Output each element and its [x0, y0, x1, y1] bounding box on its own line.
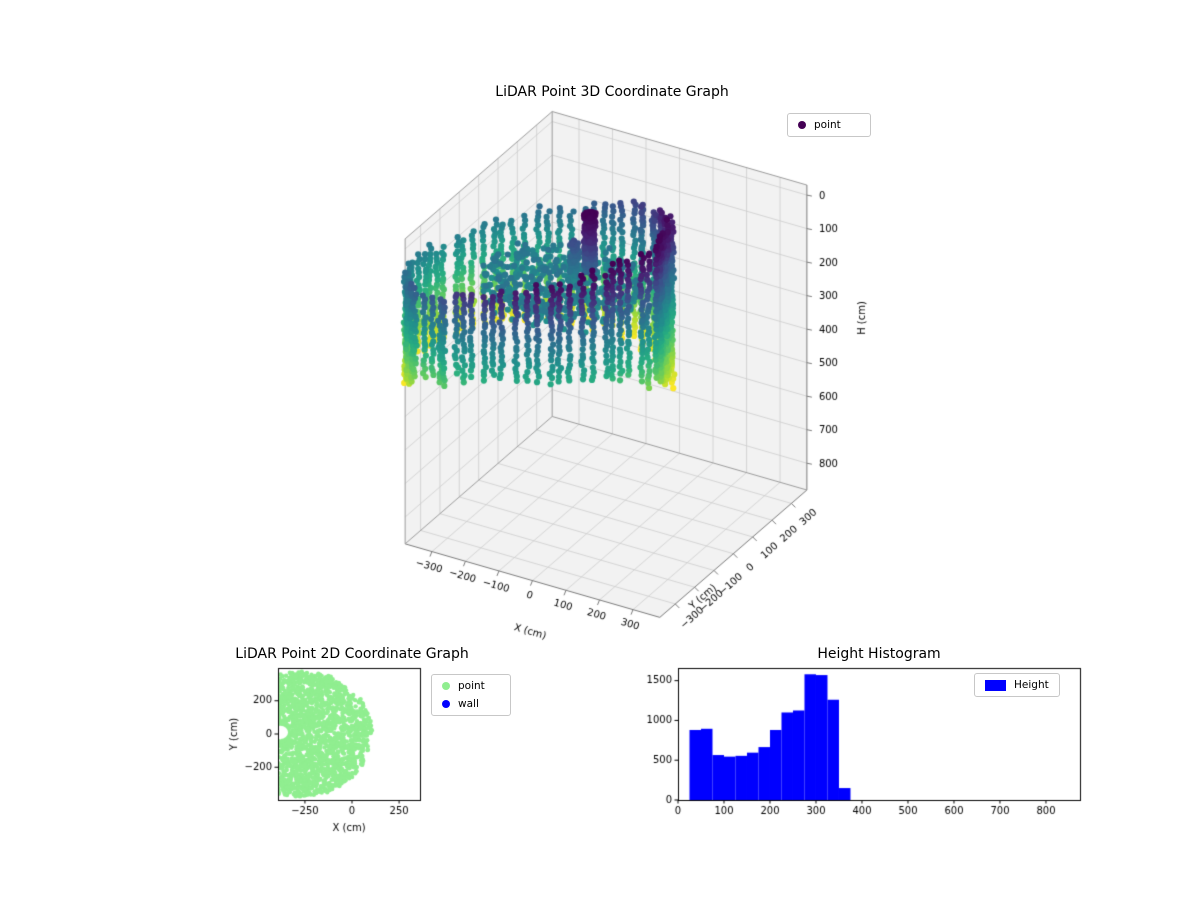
legend-label: point: [814, 119, 841, 131]
plot3d-title: LiDAR Point 3D Coordinate Graph: [495, 84, 729, 100]
legend-label: point: [458, 680, 485, 692]
legend-item-Height: Height: [985, 679, 1049, 691]
plot3d-legend: point: [787, 113, 871, 137]
plot2d-legend: point wall: [431, 674, 511, 716]
legend-label: wall: [458, 698, 479, 710]
Height-legend-marker-icon: [985, 679, 1006, 691]
plot2d-title: LiDAR Point 2D Coordinate Graph: [235, 646, 469, 662]
legend-item-wall: wall: [442, 698, 500, 710]
histogram-legend: Height: [974, 673, 1060, 697]
point-legend-marker-icon: [798, 121, 806, 129]
legend-label: Height: [1014, 679, 1049, 691]
point-legend-marker-icon: [442, 682, 450, 690]
wall-legend-marker-icon: [442, 700, 450, 708]
legend-item-point: point: [442, 680, 500, 692]
histogram-title: Height Histogram: [817, 646, 941, 662]
legend-item-point: point: [798, 119, 860, 131]
